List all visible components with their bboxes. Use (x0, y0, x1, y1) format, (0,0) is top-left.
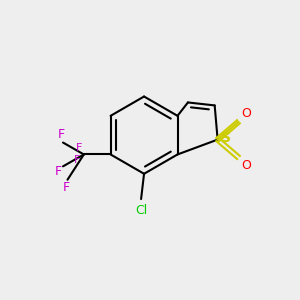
Text: O: O (242, 159, 251, 172)
Text: O: O (242, 107, 251, 120)
Text: F: F (76, 143, 83, 153)
Text: F: F (62, 181, 70, 194)
Text: F: F (74, 155, 80, 165)
Text: Cl: Cl (135, 204, 147, 218)
Text: F: F (58, 128, 65, 141)
Text: F: F (55, 165, 62, 178)
Text: S: S (221, 131, 231, 145)
